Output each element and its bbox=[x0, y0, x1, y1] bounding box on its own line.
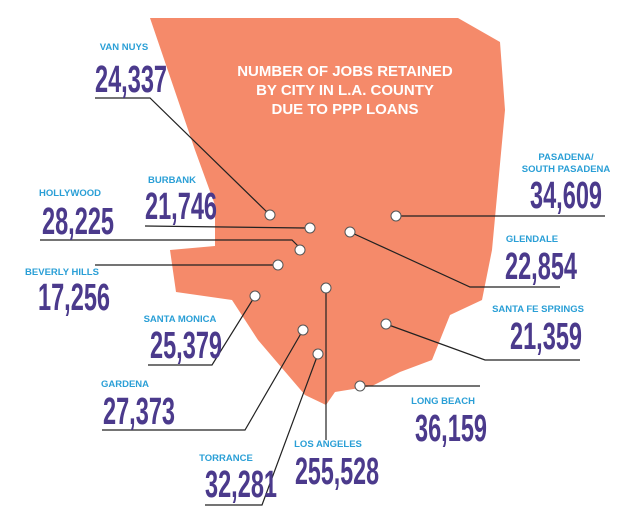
city-name: VAN NUYS bbox=[100, 42, 148, 53]
jobs-count: 17,256 bbox=[38, 277, 110, 319]
city-marker bbox=[380, 318, 392, 330]
city-name: TORRANCE bbox=[199, 453, 253, 464]
city-name: PASADENA/ bbox=[538, 152, 594, 163]
city-marker bbox=[344, 226, 356, 238]
title-line: BY CITY IN L.A. COUNTY bbox=[256, 82, 434, 99]
city-marker bbox=[272, 259, 284, 271]
county-shape bbox=[150, 18, 505, 405]
title-line: DUE TO PPP LOANS bbox=[272, 101, 419, 118]
title-line: NUMBER OF JOBS RETAINED bbox=[237, 63, 453, 80]
jobs-count: 21,359 bbox=[510, 316, 582, 358]
leader-line bbox=[205, 353, 319, 506]
city-marker bbox=[390, 210, 402, 222]
city-name: LONG BEACH bbox=[411, 396, 475, 407]
leader-line bbox=[102, 329, 304, 431]
city-name: SOUTH PASADENA bbox=[522, 164, 611, 175]
leader-line bbox=[385, 323, 580, 361]
city-marker bbox=[249, 290, 261, 302]
city-marker bbox=[294, 244, 306, 256]
city-marker bbox=[304, 222, 316, 234]
city-marker bbox=[297, 324, 309, 336]
city-name: SANTA MONICA bbox=[144, 314, 217, 325]
city-marker bbox=[264, 209, 276, 221]
jobs-count: 27,373 bbox=[103, 391, 175, 433]
jobs-count: 28,225 bbox=[42, 201, 114, 243]
leader-line bbox=[148, 295, 256, 366]
city-name: SANTA FE SPRINGS bbox=[492, 304, 584, 315]
city-name: HOLLYWOOD bbox=[39, 188, 101, 199]
jobs-count: 32,281 bbox=[205, 464, 277, 506]
city-name: BEVERLY HILLS bbox=[25, 267, 99, 278]
city-name: GARDENA bbox=[101, 379, 149, 390]
city-name: LOS ANGELES bbox=[294, 439, 362, 450]
jobs-count: 34,609 bbox=[530, 175, 602, 217]
jobs-count: 255,528 bbox=[295, 451, 379, 493]
jobs-count: 21,746 bbox=[145, 186, 217, 228]
leader-line bbox=[95, 97, 271, 216]
jobs-count: 22,854 bbox=[505, 246, 577, 288]
city-marker bbox=[354, 380, 366, 392]
leader-line bbox=[349, 231, 560, 288]
city-marker bbox=[320, 282, 332, 294]
jobs-count: 25,379 bbox=[150, 325, 222, 367]
city-name: GLENDALE bbox=[506, 234, 558, 245]
jobs-count: 36,159 bbox=[415, 408, 487, 450]
city-name: BURBANK bbox=[148, 175, 196, 186]
jobs-count: 24,337 bbox=[95, 59, 167, 101]
city-marker bbox=[312, 348, 324, 360]
leader-line bbox=[144, 225, 306, 229]
